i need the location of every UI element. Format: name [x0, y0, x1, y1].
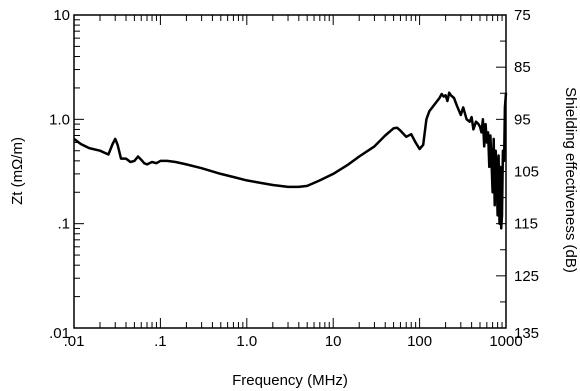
x-tick-label: .01 — [64, 333, 85, 350]
y-left-tick-label: .1 — [57, 216, 70, 233]
plot-frame — [73, 14, 507, 329]
x-tick-label: .1 — [154, 333, 167, 350]
y-left-tick-label: .01 — [49, 325, 70, 342]
y-right-tick-label: 125 — [514, 268, 539, 285]
series-line — [73, 91, 508, 230]
y-axis-left-title: Zt (mΩ/m) — [9, 137, 26, 205]
x-tick-label: 10 — [325, 333, 342, 350]
x-axis-title: Frequency (MHz) — [232, 372, 348, 389]
y-axis-right-title: Shielding effectiveness (dB) — [562, 87, 579, 273]
tick-labels: .01 .1 1.0 10 100 1000 10 1.0 .1 .01 75 85 95 105 115 1… — [49, 7, 539, 350]
x-tick-label: 1000 — [489, 333, 522, 350]
y-right-tick-label: 75 — [514, 7, 531, 24]
y-left-tick-label: 10 — [53, 7, 70, 24]
y-right-tick-label: 135 — [514, 325, 539, 342]
axis-ticks — [73, 14, 507, 329]
y-right-tick-label: 105 — [514, 164, 539, 181]
x-tick-label: 100 — [407, 333, 432, 350]
y-right-tick-label: 85 — [514, 59, 531, 76]
y-right-tick-label: 115 — [514, 216, 538, 233]
y-right-tick-label: 95 — [514, 111, 531, 128]
x-tick-label: 1.0 — [236, 333, 257, 350]
y-left-tick-label: 1.0 — [49, 111, 70, 128]
